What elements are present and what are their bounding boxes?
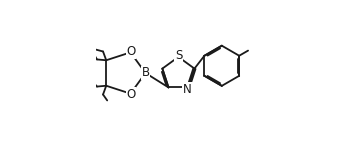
Text: N: N: [183, 82, 192, 96]
Text: O: O: [126, 45, 136, 58]
Text: O: O: [126, 88, 136, 101]
Text: B: B: [142, 66, 150, 80]
Text: S: S: [175, 49, 182, 62]
